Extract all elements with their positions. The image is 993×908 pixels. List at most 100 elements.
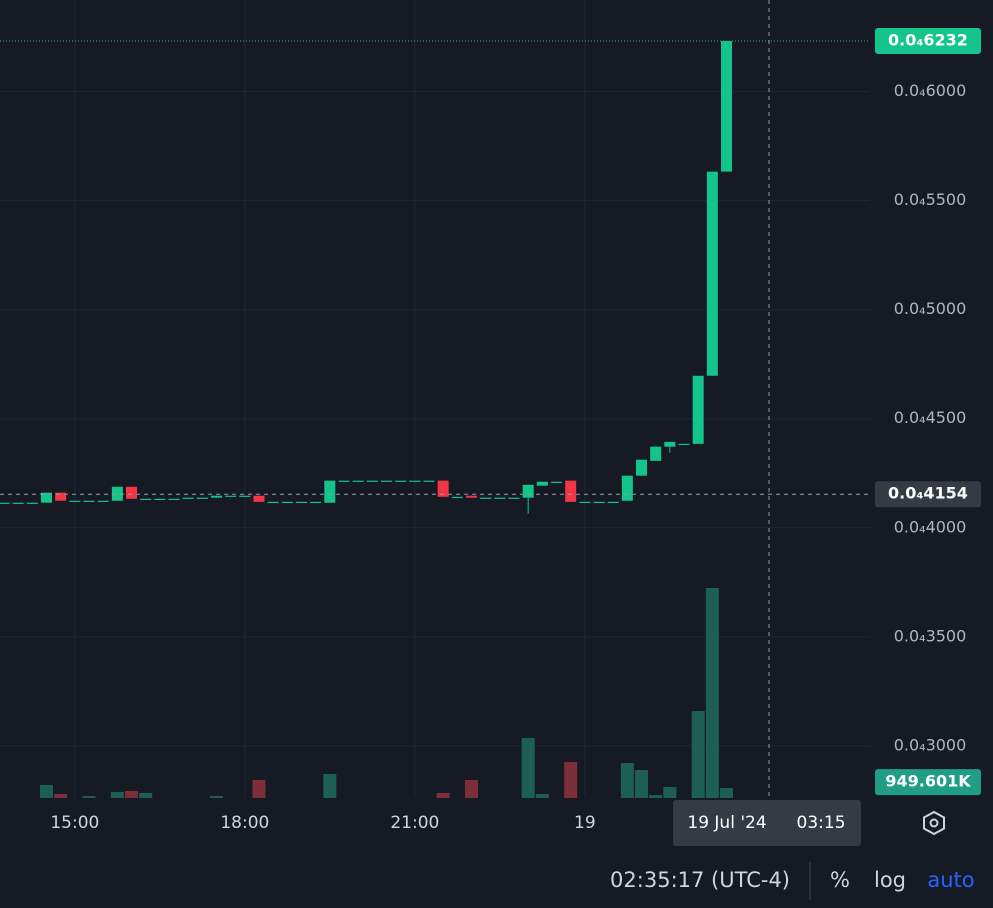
candle-body [140,498,152,500]
candle-body [55,492,67,501]
volume-bar [125,790,139,798]
y-tick-label: 0.0₄3000 [894,735,967,754]
volume-bar [521,738,535,798]
settings-icon-center [929,818,939,828]
candle-body [225,495,237,497]
candle-body [26,502,38,504]
plot-layer: 0.0₄3000 0.0₄3500 0.0₄4000 0.0₄4500 0.0₄5000… [0,0,981,846]
x-tick-label: 21:00 [390,813,439,833]
volume-bar [210,796,224,798]
candle-body [154,498,166,500]
candle-body [296,501,308,504]
candle-body [678,443,690,446]
candle-body [636,459,648,476]
candle-body [579,501,591,504]
x-tick-label: 18:00 [220,813,269,833]
candle-body [111,486,123,501]
candle-body [607,501,619,504]
volume-bar [635,770,649,798]
candle-body [721,41,733,172]
candle-body [409,480,421,482]
candle-body [508,497,520,499]
y-tick-label: 0.0₄4000 [894,517,967,536]
candle-body [621,475,633,501]
candle-body [12,502,24,504]
candle-body [0,502,10,504]
volume-bar [649,794,663,798]
candle-body [97,500,109,502]
volume-bar [564,762,578,798]
candle-body [565,480,577,502]
candle-body [494,497,506,499]
y-tick-label: 0.0₄5000 [894,299,967,318]
volume-bar [40,785,54,798]
candle-body [211,495,223,498]
candle-body [239,495,251,497]
candle-body [338,480,350,482]
candle-body [196,497,208,499]
candle-body [451,496,463,499]
y-tick-label: 0.0₄3500 [894,626,967,645]
candle-body [593,501,605,504]
volume-box [875,769,981,796]
candle-body [83,500,95,502]
candle-body [324,480,336,503]
candle-body [366,480,378,482]
y-tick-label: 0.0₄4500 [894,408,967,427]
clock: 02:35:17 (UTC-4) [610,868,790,892]
y-tick-label: 0.0₄6000 [894,81,967,100]
volume-bar [691,710,705,798]
log-button[interactable]: log [874,868,906,892]
volume-bar [436,793,450,798]
candle-body [182,497,194,499]
volume-bar [720,788,734,798]
candle-body [41,492,53,503]
candle-body [168,498,180,500]
candle-body [352,480,364,482]
candle-body [480,497,492,499]
candle-body [69,500,81,502]
last-price-label: 0.0₄6232 [888,31,968,50]
crosshair-date: 19 Jul '24 [687,813,766,833]
volume-bar [252,779,266,798]
volume-bar [535,793,549,798]
candle-body [126,486,138,499]
crosshair-time: 03:15 [797,813,846,833]
candle-body [551,481,563,483]
auto-button[interactable]: auto [927,868,974,892]
candle-body [381,480,393,482]
volume-label: 949.601K [885,772,971,791]
settings-icon[interactable] [923,810,945,836]
candle-body [253,495,265,502]
crosshair-price-box [875,481,981,508]
candle-body [395,480,407,482]
percent-button[interactable]: % [830,868,850,892]
candle-body [281,501,293,504]
candle-body [664,441,676,447]
candle-body [437,480,449,497]
candle-body [466,495,478,498]
volume-bar [620,762,634,798]
candle-body [267,501,279,504]
candle-body [692,375,704,444]
volume-bar [110,791,124,798]
crosshair-price-label: 0.0₄4154 [888,484,968,503]
candle-body [650,446,662,461]
volume-bar [82,796,96,798]
last-price-box [875,28,981,55]
volume-bar [663,787,677,798]
x-tick-label: 19 [574,813,596,833]
crosshair-time-box [673,800,862,846]
volume-bar [705,587,719,798]
candle-body [423,480,435,482]
candle-body [310,501,322,504]
y-tick-label: 0.0₄5500 [894,190,967,209]
volume-bar [465,779,479,798]
x-tick-label: 15:00 [50,813,99,833]
volume-bar [323,773,337,798]
volume-bar [139,793,153,798]
candle-body [522,484,534,498]
candle-body [706,171,718,376]
